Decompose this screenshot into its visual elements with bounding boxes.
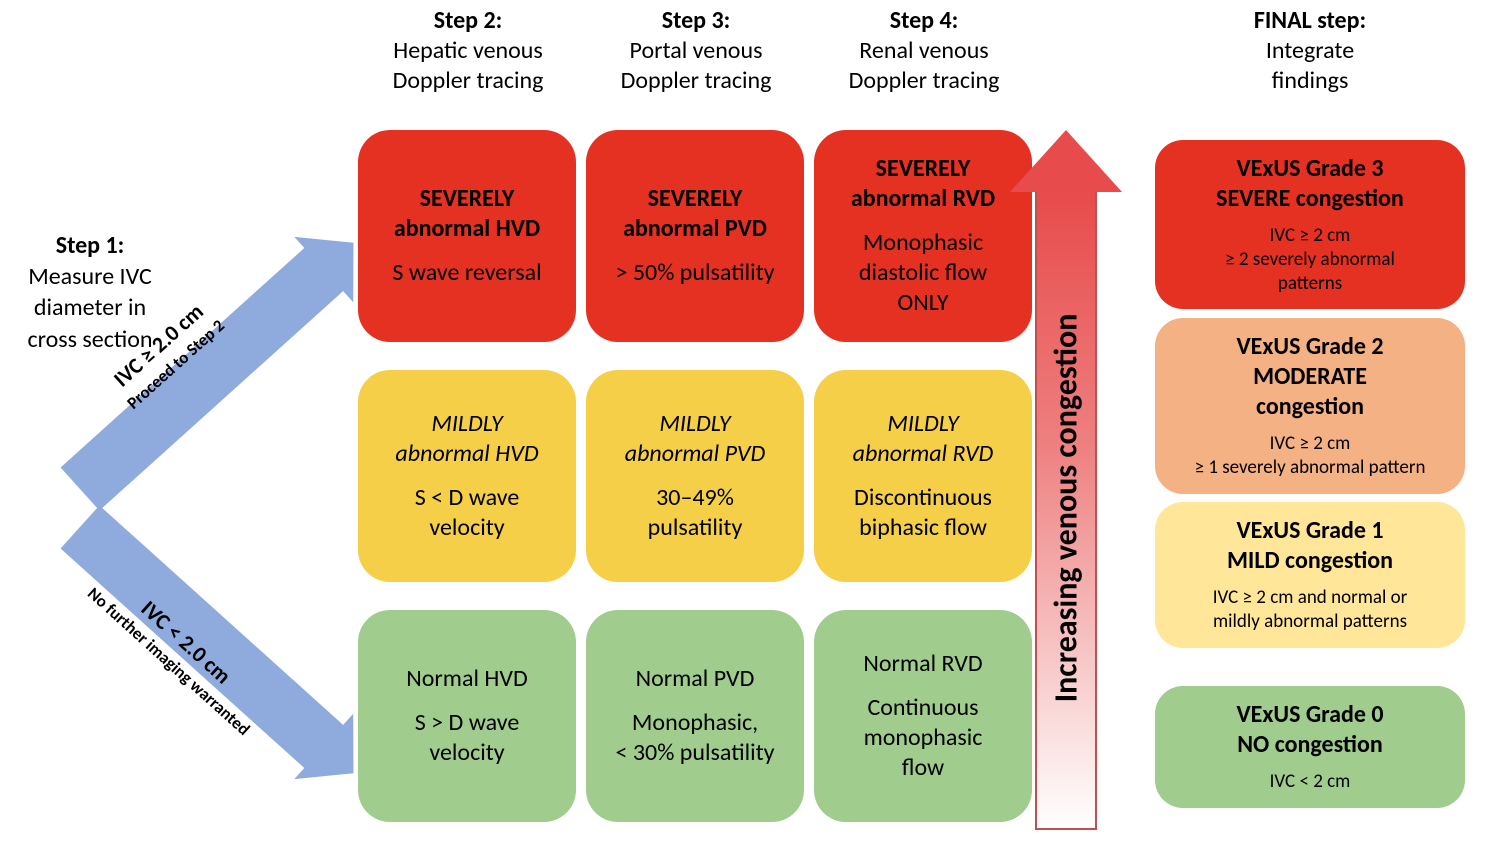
box-normal-ècord-rvd-title: Normal RVD [863, 649, 982, 679]
box-severe-hvd-title: SEVERELYabnormal HVD [394, 184, 540, 244]
grade-1-title: VExUS Grade 1MILD congestion [1169, 516, 1451, 576]
step1-num: Step 1: [0, 230, 180, 261]
grade-2-title: VExUS Grade 2MODERATEcongestion [1169, 332, 1451, 422]
box-normal-pvd: Normal PVD Monophasic,< 30% pulsatility [586, 610, 804, 822]
box-severe-rvd-sub: Monophasicdiastolic flowONLY [859, 228, 987, 318]
box-mild-pvd-sub: 30–49%pulsatility [648, 483, 743, 543]
box-normal-rvd: Normal RVD Continuousmonophasicflow [814, 610, 1032, 822]
box-severe-pvd: SEVERELYabnormal PVD > 50% pulsatility [586, 130, 804, 342]
box-mild-hvd-sub: S < D wavevelocity [415, 483, 520, 543]
header-step4-num: Step 4: [890, 6, 959, 35]
box-normal-rvd-sub: Continuousmonophasicflow [864, 693, 983, 783]
vertical-arrow-head [1010, 130, 1122, 192]
header-step2-desc: Hepatic venousDoppler tracing [393, 36, 544, 95]
box-normal-hvd: Normal HVD S > D wavevelocity [358, 610, 576, 822]
box-mild-pvd: MILDLYabnormal PVD 30–49%pulsatility [586, 370, 804, 582]
box-severe-rvd: SEVERELYabnormal RVD Monophasicdiastolic… [814, 130, 1032, 342]
grade-3-sub: IVC ≥ 2 cm≥ 2 severely abnormalpatterns [1169, 224, 1451, 295]
box-mild-rvd: MILDLYabnormal RVD Discontinuousbiphasic… [814, 370, 1032, 582]
arrow-down [61, 505, 345, 769]
box-mild-rvd-title: MILDLYabnormal RVD [853, 409, 994, 469]
header-final: FINAL step: Integratefindings [1200, 6, 1420, 96]
header-step3: Step 3: Portal venousDoppler tracing [586, 6, 806, 96]
vertical-arrow-text: Increasing venous congestion [1047, 314, 1086, 703]
grade-2-sub: IVC ≥ 2 cm≥ 1 severely abnormal pattern [1169, 432, 1451, 480]
box-severe-hvd: SEVERELYabnormal HVD S wave reversal [358, 130, 576, 342]
header-step4: Step 4: Renal venousDoppler tracing [814, 6, 1034, 96]
box-mild-hvd: MILDLYabnormal HVD S < D wavevelocity [358, 370, 576, 582]
box-severe-hvd-sub: S wave reversal [392, 258, 541, 288]
box-mild-rvd-sub: Discontinuousbiphasic flow [854, 483, 992, 543]
header-final-num: FINAL step: [1254, 6, 1366, 35]
box-severe-pvd-title: SEVERELYabnormal PVD [623, 184, 767, 244]
box-normal-hvd-sub: S > D wavevelocity [415, 708, 520, 768]
box-mild-pvd-title: MILDLYabnormal PVD [625, 409, 765, 469]
box-severe-pvd-sub: > 50% pulsatility [616, 258, 775, 288]
grade-0-title: VExUS Grade 0NO congestion [1169, 700, 1451, 760]
header-step4-desc: Renal venousDoppler tracing [849, 36, 1000, 95]
grade-1-sub: IVC ≥ 2 cm and normal ormildly abnormal … [1169, 586, 1451, 634]
header-step2-num: Step 2: [434, 6, 503, 35]
header-step2: Step 2: Hepatic venousDoppler tracing [358, 6, 578, 96]
grade-0-sub: IVC < 2 cm [1169, 770, 1451, 794]
grade-3-title: VExUS Grade 3SEVERE congestion [1169, 154, 1451, 214]
grade-2-box: VExUS Grade 2MODERATEcongestion IVC ≥ 2 … [1155, 318, 1465, 494]
grade-1-box: VExUS Grade 1MILD congestion IVC ≥ 2 cm … [1155, 502, 1465, 648]
header-step3-num: Step 3: [662, 6, 731, 35]
box-normal-hvd-title: Normal HVD [406, 664, 527, 694]
box-normal-pvd-title: Normal PVD [636, 664, 755, 694]
diagram-root: Step 2: Hepatic venousDoppler tracing St… [0, 0, 1500, 844]
box-normal-pvd-sub: Monophasic,< 30% pulsatility [616, 708, 775, 768]
grade-3-box: VExUS Grade 3SEVERE congestion IVC ≥ 2 c… [1155, 140, 1465, 309]
grade-0-box: VExUS Grade 0NO congestion IVC < 2 cm [1155, 686, 1465, 808]
vertical-congestion-arrow: Increasing venous congestion [1035, 130, 1097, 830]
box-severe-rvd-title: SEVERELYabnormal RVD [851, 154, 995, 214]
box-mild-hvd-title: MILDLYabnormal HVD [395, 409, 538, 469]
header-final-desc: Integratefindings [1266, 36, 1354, 95]
header-step3-desc: Portal venousDoppler tracing [621, 36, 772, 95]
